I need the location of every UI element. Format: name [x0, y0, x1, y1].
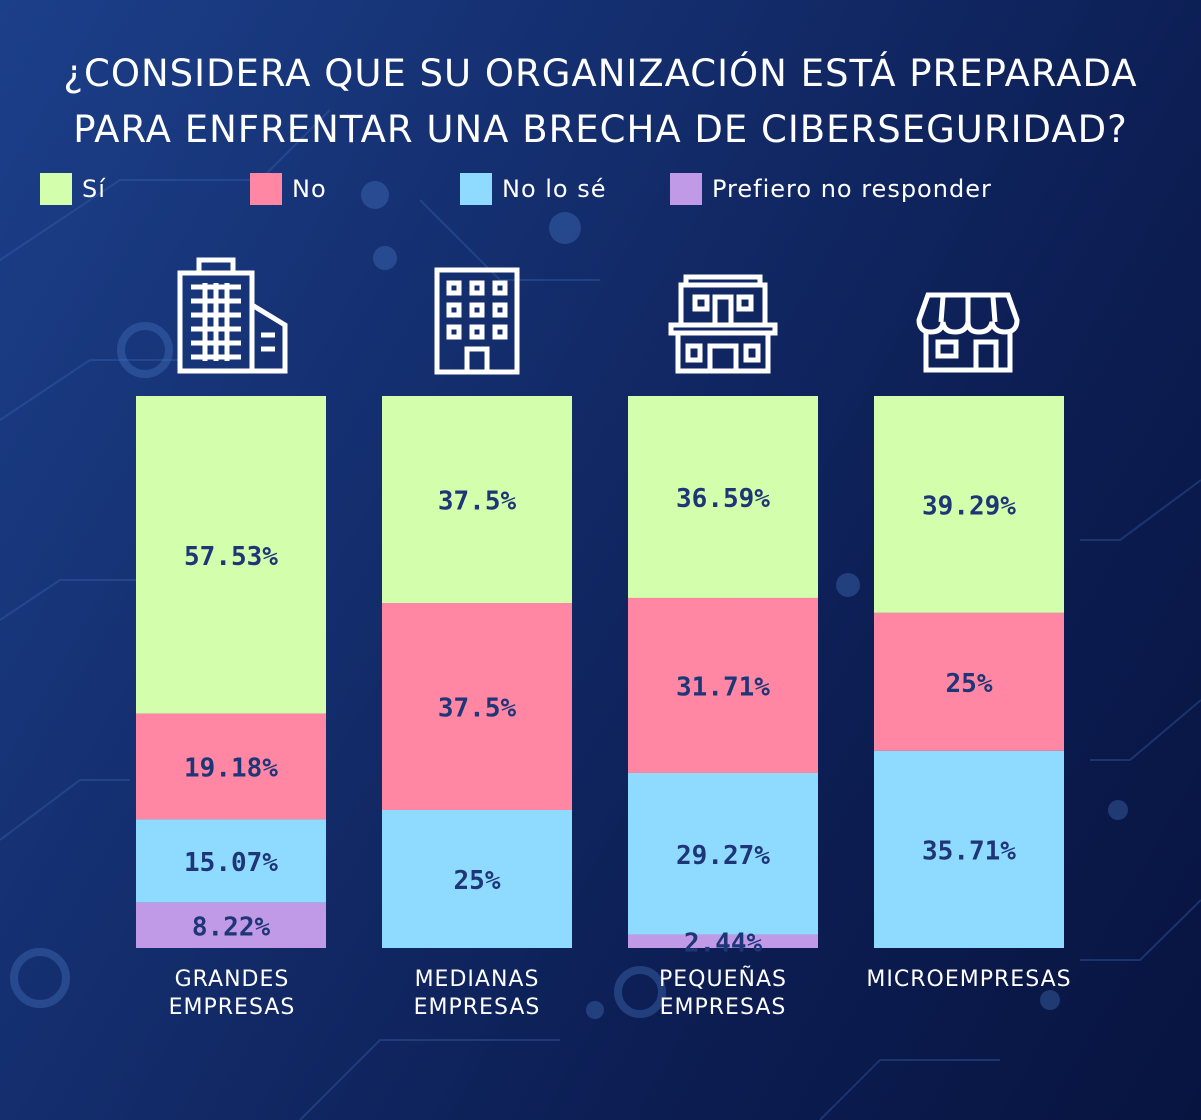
- title-line-2: PARA ENFRENTAR UNA BRECHA DE CIBERSEGURI…: [73, 108, 1128, 151]
- category-label-microempresas-line-1: MICROEMPRESAS: [866, 967, 1072, 992]
- bar-segment-pequenas-no: [628, 597, 818, 773]
- bar-segment-pequenas-prefiero-no-responder: [628, 934, 818, 948]
- data-label-microempresas-si: 39.29%: [922, 491, 1016, 521]
- bar-segment-medianas-si: [382, 396, 572, 603]
- data-label-medianas-no: 37.5%: [438, 694, 517, 724]
- bar-segment-grandes-no: [136, 713, 326, 820]
- data-label-medianas-si: 37.5%: [438, 487, 517, 517]
- data-label-microempresas-no: 25%: [946, 669, 993, 699]
- bar-segment-microempresas-no-lo-se: [874, 750, 1064, 948]
- bar-segment-grandes-no-lo-se: [136, 819, 326, 903]
- legend-label-no: No: [292, 175, 327, 203]
- legend-swatch-si: [40, 173, 72, 205]
- category-label-grandes-line-2: EMPRESAS: [168, 995, 296, 1020]
- category-label-grandes: GRANDES EMPRESAS: [112, 966, 352, 1022]
- bar-segment-grandes-prefiero-no-responder: [136, 902, 326, 948]
- small-building-icon: [668, 274, 778, 374]
- title-line-1: ¿CONSIDERA QUE SU ORGANIZACIÓN ESTÁ PREP…: [63, 52, 1138, 95]
- data-label-grandes-no: 19.18%: [184, 754, 278, 784]
- data-label-microempresas-no-lo-se: 35.71%: [922, 836, 1016, 866]
- legend-item-no: No: [250, 173, 327, 205]
- category-label-grandes-line-1: GRANDES: [174, 967, 290, 992]
- category-label-pequenas-line-1: PEQUEÑAS: [659, 967, 787, 992]
- bar-segment-medianas-no: [382, 603, 572, 810]
- legend-item-no-lo-se: No lo sé: [460, 173, 607, 205]
- category-label-microempresas: MICROEMPRESAS: [849, 966, 1089, 994]
- legend-swatch-no: [250, 173, 282, 205]
- bar-segment-microempresas-no: [874, 612, 1064, 751]
- data-label-pequenas-no-lo-se: 29.27%: [676, 841, 770, 871]
- storefront-icon: [916, 292, 1020, 373]
- chart-title: ¿CONSIDERA QUE SU ORGANIZACIÓN ESTÁ PREP…: [0, 46, 1201, 158]
- bar-segment-grandes-si: [136, 396, 326, 714]
- legend-item-prefiero-no-responder: Prefiero no responder: [670, 173, 992, 205]
- data-label-pequenas-no: 31.71%: [676, 672, 770, 702]
- office-tower-icon: [177, 257, 288, 374]
- data-label-pequenas-prefiero-no-responder: 2.44%: [684, 928, 763, 958]
- bar-segment-microempresas-si: [874, 396, 1064, 613]
- category-label-pequenas: PEQUEÑAS EMPRESAS: [603, 966, 843, 1022]
- data-label-medianas-no-lo-se: 25%: [454, 866, 501, 896]
- data-label-pequenas-si: 36.59%: [676, 484, 770, 514]
- legend-swatch-prefiero-no-responder: [670, 173, 702, 205]
- legend-label-no-lo-se: No lo sé: [502, 175, 607, 203]
- legend-label-prefiero-no-responder: Prefiero no responder: [712, 175, 992, 203]
- category-label-medianas-line-1: MEDIANAS: [414, 967, 540, 992]
- category-label-medianas-line-2: EMPRESAS: [413, 995, 541, 1020]
- data-label-grandes-prefiero-no-responder: 8.22%: [192, 912, 271, 942]
- bar-segment-medianas-no-lo-se: [382, 810, 572, 948]
- legend-label-si: Sí: [82, 175, 106, 203]
- bar-segment-pequenas-no-lo-se: [628, 772, 818, 935]
- category-label-medianas: MEDIANAS EMPRESAS: [357, 966, 597, 1022]
- data-label-grandes-si: 57.53%: [184, 542, 278, 572]
- data-label-grandes-no-lo-se: 15.07%: [184, 848, 278, 878]
- bar-segment-pequenas-si: [628, 396, 818, 598]
- legend-swatch-no-lo-se: [460, 173, 492, 205]
- legend-item-si: Sí: [40, 173, 106, 205]
- category-label-pequenas-line-2: EMPRESAS: [659, 995, 787, 1020]
- office-building-icon: [434, 267, 520, 375]
